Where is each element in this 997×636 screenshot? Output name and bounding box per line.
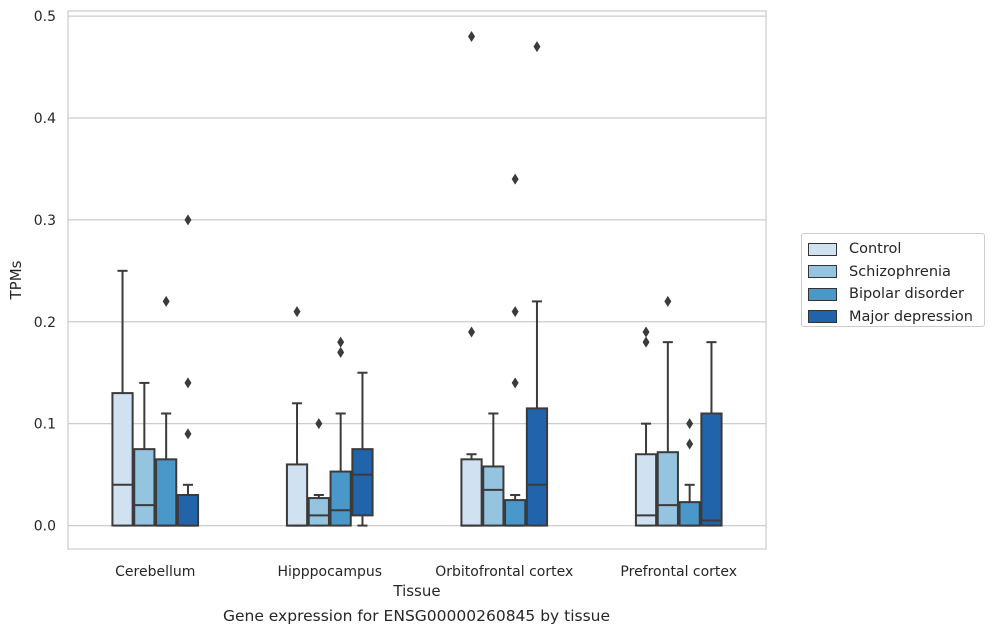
box-1-0 [285,306,309,527]
outlier-point [511,306,519,318]
box-2-2 [504,173,527,527]
outlier-point [511,377,519,389]
outlier-point [162,295,170,307]
box-body [678,501,701,527]
y-tick-label: 0.1 [34,417,56,433]
box-1-3 [351,371,374,527]
outlier-point [664,295,672,307]
outlier-point [184,428,192,440]
box-body [111,392,134,527]
plot-frame [67,10,767,550]
x-tick-label: Cerebellum [115,564,195,580]
box-body [285,463,309,527]
legend-item: Bipolar disorder [808,283,978,306]
x-tick-label: Prefrontal cortex [620,564,737,580]
box-1-2 [329,336,352,527]
box-body [460,458,483,527]
legend-swatch [808,287,837,301]
box-body [525,407,549,527]
legend-swatch [808,310,837,324]
outlier-point [686,438,694,450]
y-tick-label: 0.2 [34,315,56,331]
box-body [176,493,200,527]
outlier-point [511,173,519,185]
x-tick-label: Hipppocampus [277,564,382,580]
box-body [329,470,352,527]
box-body [351,448,374,517]
y-tick-label: 0.4 [34,111,56,127]
box-body [133,448,156,527]
x-tick-labels: Cerebellum Hipppocampus Orbitofrontal cort… [115,564,737,580]
box-0-2 [155,295,178,527]
y-tick-label: 0.3 [34,213,56,229]
outlier-point [184,377,192,389]
box-body [307,497,330,527]
y-tick-label: 0.0 [34,519,56,535]
x-axis-label: Tissue [392,582,440,600]
box-3-0 [634,326,658,527]
box-0-0 [111,269,134,527]
legend-swatch [808,265,837,279]
box-body [155,458,178,527]
box-2-3 [525,41,549,527]
outlier-point [337,336,345,348]
box-body [504,499,527,527]
x-tick-label: Orbitofrontal cortex [435,564,573,580]
legend-label: Schizophrenia [849,263,951,280]
box-3-1 [656,295,679,527]
grid-lines [68,15,766,527]
outlier-point [642,336,650,348]
box-3-2 [678,418,701,527]
box-1-1 [307,418,330,527]
legend-item: Major depression [808,306,978,329]
outlier-point [337,346,345,358]
outlier-point [468,326,476,338]
legend-item: Schizophrenia [808,261,978,284]
outlier-point [315,418,323,430]
box-2-0 [460,30,483,527]
box-0-1 [133,381,156,527]
legend-label: Bipolar disorder [849,286,964,303]
box-body [634,453,658,527]
box-body [482,465,505,527]
box-2-1 [482,412,505,527]
box-body [700,412,723,527]
outlier-point [184,214,192,226]
y-tick-label: 0.5 [34,9,56,25]
y-axis-label: TPMs [7,260,25,300]
legend-swatch [808,242,837,256]
legend-label: Control [849,241,902,258]
boxes [111,30,723,527]
legend: Control Schizophrenia Bipolar disorder Majo… [801,233,985,327]
legend-label: Major depression [849,308,973,325]
outlier-point [293,306,301,318]
legend-item: Control [808,238,978,261]
box-0-3 [176,214,200,527]
box-3-3 [700,341,723,527]
box-body [656,451,679,527]
outlier-point [533,41,541,53]
outlier-point [642,326,650,338]
chart-caption: Gene expression for ENSG00000260845 by t… [222,607,611,625]
y-tick-labels: 0.0 0.1 0.2 0.3 0.4 0.5 [34,9,56,534]
outlier-point [468,30,476,42]
outlier-point [686,418,694,430]
